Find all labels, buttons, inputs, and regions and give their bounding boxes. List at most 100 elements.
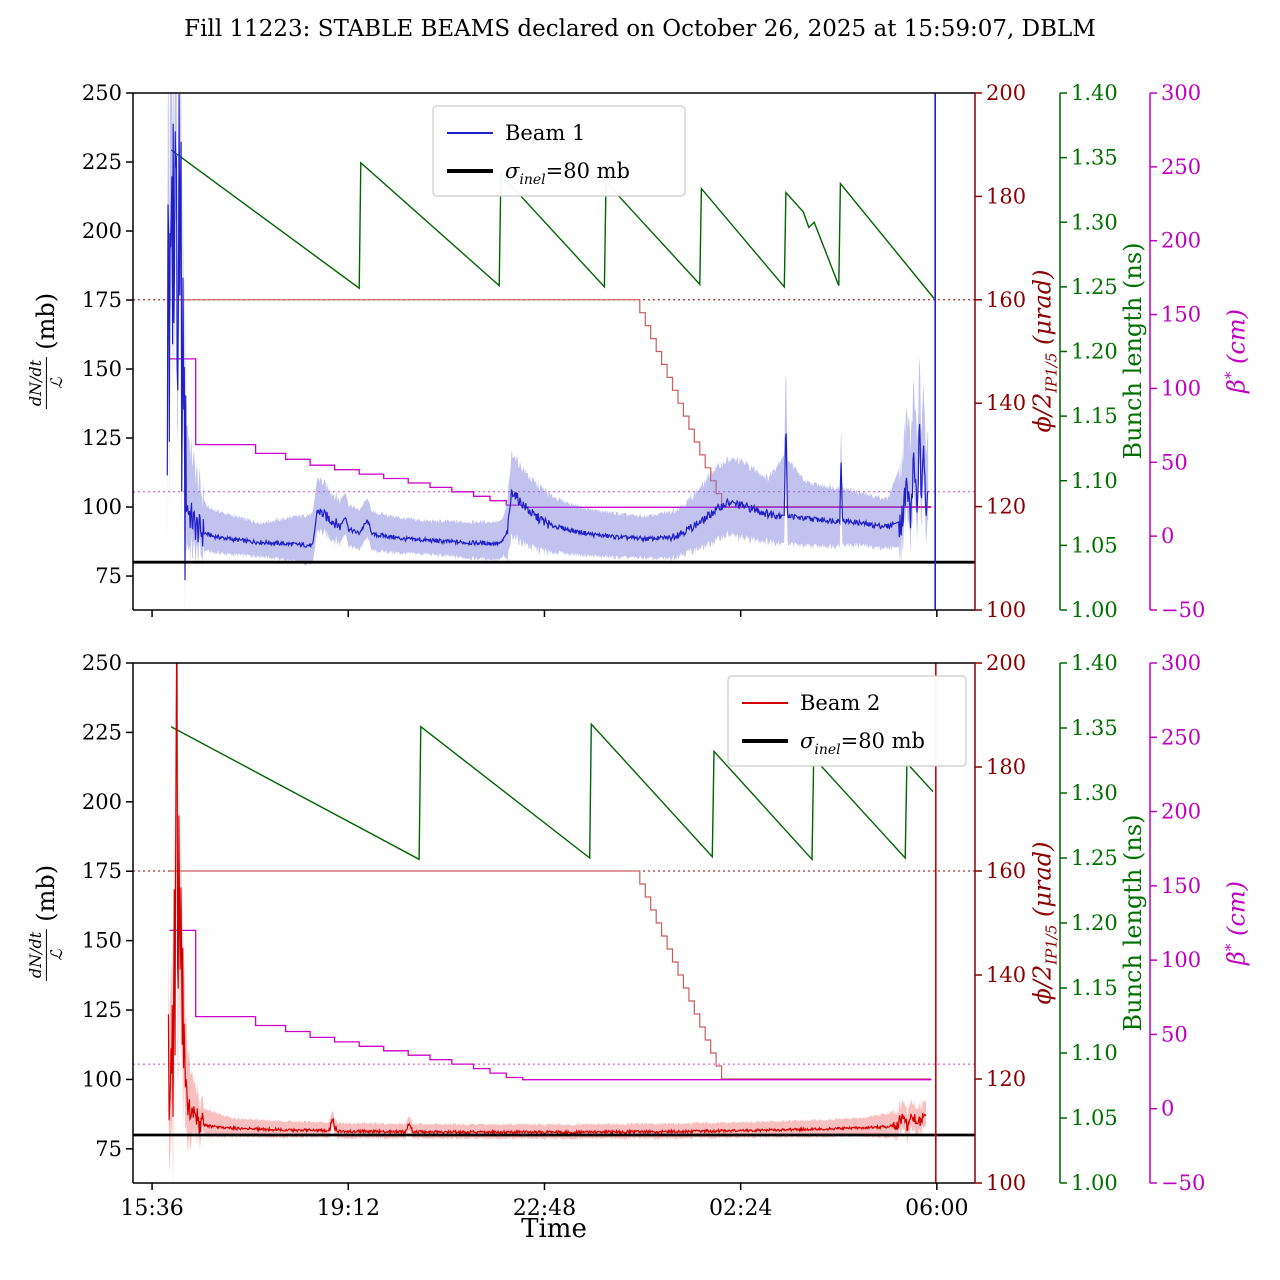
svg-text:225: 225 (82, 150, 122, 174)
svg-text:175: 175 (82, 859, 122, 883)
rate-unit: (mb) (32, 292, 60, 350)
svg-text:0: 0 (1161, 524, 1174, 548)
svg-text:50: 50 (1161, 1022, 1188, 1046)
svg-text:100: 100 (1161, 948, 1201, 972)
rate-denominator: ℒ (46, 949, 66, 961)
axes-frame: 75 100 125 150 175 200 225 250 100 120 140 160 180 20… (82, 81, 1205, 622)
beta-unit: (cm) (1222, 881, 1251, 936)
beam1-band (167, 93, 929, 610)
svg-text:1.20: 1.20 (1071, 911, 1118, 935)
svg-text:200: 200 (986, 651, 1026, 675)
svg-text:175: 175 (82, 288, 122, 312)
axes-frame: 75 100 125 150 175 200 225 250 100 120 140 160 180 20… (82, 651, 1205, 1221)
crossing-angle (169, 870, 932, 1080)
figure-title: Fill 11223: STABLE BEAMS declared on Oct… (184, 16, 1096, 42)
y-axis-label-rate-top: dN/dt ℒ (mb) (26, 292, 66, 410)
beta-star (169, 358, 932, 508)
rate-fraction: dN/dt ℒ (26, 928, 66, 982)
svg-text:140: 140 (986, 963, 1026, 987)
svg-text:−50: −50 (1161, 598, 1205, 622)
svg-text:1.00: 1.00 (1071, 1171, 1118, 1195)
svg-text:120: 120 (986, 495, 1026, 519)
y-axis-label-bunch-top: Bunch length (ns) (1119, 242, 1147, 460)
svg-text:1.15: 1.15 (1071, 404, 1118, 428)
svg-text:−50: −50 (1161, 1171, 1205, 1195)
rate-fraction: dN/dt ℒ (26, 356, 66, 410)
svg-text:1.30: 1.30 (1071, 781, 1118, 805)
rate-numerator: dN/dt (26, 356, 47, 410)
svg-text:200: 200 (1161, 800, 1201, 824)
legend: Beam 2 σinel=80 mb (727, 675, 967, 767)
beta-symbol: β (1222, 379, 1251, 393)
svg-text:250: 250 (1161, 725, 1201, 749)
svg-text:140: 140 (986, 391, 1026, 415)
y-axis-label-beta-top: β* (cm) (1221, 309, 1251, 393)
svg-text:1.25: 1.25 (1071, 275, 1118, 299)
svg-text:06:00: 06:00 (905, 1196, 968, 1221)
crossing-symbol: ϕ/2 (1028, 392, 1057, 433)
svg-text:150: 150 (1161, 303, 1201, 327)
bunch-length (170, 722, 934, 862)
svg-text:1.35: 1.35 (1071, 716, 1118, 740)
svg-text:250: 250 (1161, 155, 1201, 179)
svg-text:15:36: 15:36 (120, 1196, 183, 1221)
svg-text:100: 100 (1161, 376, 1201, 400)
svg-text:160: 160 (986, 859, 1026, 883)
svg-text:250: 250 (82, 81, 122, 105)
bunch-length (170, 149, 935, 299)
svg-text:100: 100 (986, 1171, 1026, 1195)
svg-text:75: 75 (95, 564, 122, 588)
y-axis-label-beta-bottom: β* (cm) (1221, 881, 1251, 965)
svg-text:σinel=80 mb: σinel=80 mb (505, 159, 630, 188)
beta-superscript: * (1221, 943, 1240, 952)
crossing-symbol: ϕ/2 (1028, 964, 1057, 1005)
y-axis-label-crossing-top: ϕ/2IP1/5 (μrad) (1028, 269, 1061, 433)
svg-text:75: 75 (95, 1137, 122, 1161)
svg-text:1.10: 1.10 (1071, 469, 1118, 493)
crossing-angle (169, 299, 932, 508)
svg-text:200: 200 (986, 81, 1026, 105)
beam1-panel: 75 100 125 150 175 200 225 250 100 120 140 160 180 20… (82, 81, 1205, 622)
legend: Beam 1 σinel=80 mb (432, 105, 686, 197)
svg-text:1.05: 1.05 (1071, 1106, 1118, 1130)
plot-area (133, 93, 975, 610)
svg-text:100: 100 (82, 495, 122, 519)
rate-numerator: dN/dt (26, 928, 47, 982)
svg-text:120: 120 (986, 1067, 1026, 1091)
svg-text:Beam 2: Beam 2 (800, 691, 880, 715)
svg-text:1.15: 1.15 (1071, 976, 1118, 1000)
svg-text:250: 250 (82, 651, 122, 675)
crossing-unit: (μrad) (1028, 269, 1057, 345)
svg-text:1.40: 1.40 (1071, 651, 1118, 675)
svg-text:1.20: 1.20 (1071, 340, 1118, 364)
x-axis-label: Time (521, 1214, 587, 1244)
y-axis-label-bunch-bottom: Bunch length (ns) (1119, 814, 1147, 1032)
beam2-band (168, 663, 926, 1183)
y-axis-label-rate-bottom: dN/dt ℒ (mb) (26, 865, 66, 982)
svg-text:180: 180 (986, 184, 1026, 208)
beam2 (167, 663, 927, 1136)
svg-text:1.40: 1.40 (1071, 81, 1118, 105)
svg-text:300: 300 (1161, 651, 1201, 675)
svg-text:19:12: 19:12 (317, 1196, 380, 1221)
svg-text:160: 160 (986, 288, 1026, 312)
beta-star (169, 929, 932, 1081)
svg-text:100: 100 (82, 1067, 122, 1091)
svg-text:300: 300 (1161, 81, 1201, 105)
svg-text:σinel=80 mb: σinel=80 mb (800, 729, 925, 758)
svg-text:1.00: 1.00 (1071, 598, 1118, 622)
beta-superscript: * (1221, 371, 1240, 380)
svg-text:150: 150 (1161, 874, 1201, 898)
svg-text:200: 200 (1161, 229, 1201, 253)
svg-text:1.05: 1.05 (1071, 533, 1118, 557)
crossing-subscript: IP1/5 (1042, 924, 1061, 965)
svg-text:50: 50 (1161, 450, 1188, 474)
svg-text:Beam 1: Beam 1 (505, 121, 585, 145)
svg-text:200: 200 (82, 790, 122, 814)
svg-text:1.30: 1.30 (1071, 210, 1118, 234)
y-axis-label-crossing-bottom: ϕ/2IP1/5 (μrad) (1028, 842, 1061, 1005)
svg-text:125: 125 (82, 426, 122, 450)
beta-symbol: β (1222, 951, 1251, 965)
